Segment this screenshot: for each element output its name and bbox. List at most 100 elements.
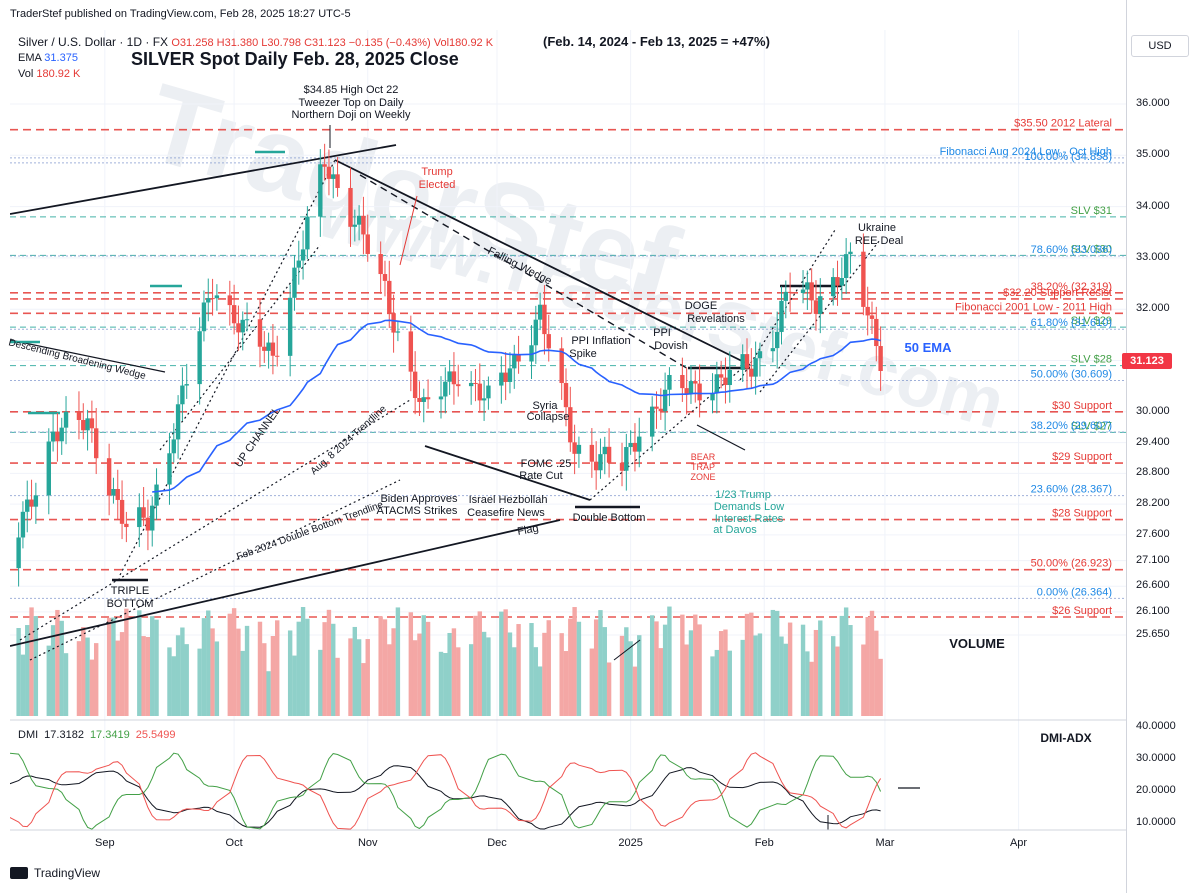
volume-bar <box>89 659 95 716</box>
dmi-header[interactable]: DMI 17.3182 17.3419 25.5499 <box>18 729 181 741</box>
candle-body <box>3 568 7 569</box>
candle-body <box>563 383 569 408</box>
volume-bar <box>348 638 353 716</box>
candle-body <box>843 254 849 279</box>
candle-body <box>137 507 142 528</box>
candle-body <box>507 368 513 382</box>
candle-body <box>331 174 336 179</box>
volume-bar <box>684 644 689 716</box>
volume-bar <box>119 632 125 716</box>
horizontal-levels: $37.50 2012 Lateral $35.50 2012 Lateral Fi… <box>10 118 1126 618</box>
volume-bar <box>693 614 698 716</box>
volume-bar <box>46 645 51 716</box>
footer[interactable]: TradingView <box>10 866 100 880</box>
candle-body <box>305 216 310 250</box>
candle-body <box>805 282 810 290</box>
last-price-tag: 31.123 <box>1122 353 1172 369</box>
candle-body <box>718 374 724 378</box>
volume-bar <box>154 619 159 716</box>
axes: Sep Oct Nov Dec 2025 Feb Mar Apr <box>10 719 1126 849</box>
symbol-line: Silver / U.S. Dollar · 1D · FX O31.258 H… <box>18 35 493 49</box>
candle-body <box>391 313 396 333</box>
volume-bar <box>391 628 396 716</box>
candle-body <box>779 300 784 332</box>
volume-bar <box>412 640 418 716</box>
ema-legend[interactable]: EMA 31.375 <box>18 52 78 64</box>
volume-bar <box>365 639 370 716</box>
ema-legend-value: 31.375 <box>44 52 78 64</box>
x-tick-label: Dec <box>487 837 507 849</box>
candle-body <box>425 397 431 400</box>
annotation-text: Tweezer Top on Daily <box>299 97 404 109</box>
annotation-text: at Davos <box>713 524 757 536</box>
volume-bar <box>481 631 487 716</box>
volume-bar <box>624 627 629 716</box>
dmi-line <box>10 752 882 830</box>
volume-bar <box>210 628 215 716</box>
price-axis[interactable] <box>1126 0 1195 893</box>
price-tick-label: 28.200 <box>1136 497 1170 510</box>
annotation-text: Interest Rates <box>715 513 784 525</box>
symbol-name[interactable]: Silver / U.S. Dollar · 1D · FX <box>18 35 169 49</box>
volume-bar <box>408 612 414 716</box>
volume-bar <box>451 628 457 716</box>
price-tick-label: 30.000 <box>1136 404 1170 417</box>
volume-bar <box>244 625 250 716</box>
candle-body <box>714 374 720 393</box>
candle-body <box>477 383 482 401</box>
annotation-text: Revelations <box>687 313 745 325</box>
candle-body <box>29 499 34 507</box>
volume-bar <box>184 644 189 716</box>
volume-bar <box>206 610 211 716</box>
candle-body <box>175 404 181 440</box>
candle-body <box>740 354 745 370</box>
volume-bar <box>654 621 659 716</box>
falling-wedge-line <box>359 174 691 371</box>
vol-legend[interactable]: Vol 180.92 K <box>18 68 80 80</box>
candle-body <box>201 302 207 332</box>
candle-body <box>296 260 301 268</box>
volume-bar <box>619 635 625 716</box>
currency-button[interactable]: USD <box>1131 35 1189 57</box>
annotation-text: Spike <box>569 348 597 360</box>
annotation-text: Double Bottom <box>573 512 646 524</box>
candle-body <box>598 454 603 471</box>
level-label: 50.00% (30.609) <box>1031 369 1112 381</box>
candle-body <box>171 439 176 454</box>
volume-bar <box>839 615 845 716</box>
upper-wedge-line <box>10 144 397 215</box>
candle-body <box>865 306 870 316</box>
candle-body <box>529 345 534 362</box>
annotation-text: UP CHANNEL <box>233 405 283 470</box>
candle-body <box>438 396 444 400</box>
candle-body <box>723 377 728 386</box>
dmi-tick-label: 20.0000 <box>1136 784 1176 796</box>
price-tick-label: 27.100 <box>1136 553 1170 566</box>
candle-body <box>206 298 211 303</box>
dmi-value: DMI <box>18 729 39 741</box>
volume-bar <box>680 614 685 716</box>
price-tick-label: 32.000 <box>1136 302 1170 315</box>
candle-body <box>537 304 543 320</box>
candle-body <box>352 224 357 227</box>
candle-body <box>361 215 366 235</box>
candle-body <box>63 411 69 428</box>
volume-bar <box>546 620 551 716</box>
broadening-wedge-line <box>10 339 166 373</box>
candle-body <box>800 289 806 294</box>
candle-body <box>486 385 491 399</box>
level-label: $30 Support <box>1052 400 1112 412</box>
bear-trap-line <box>696 424 746 451</box>
annotation-text: Flag <box>516 522 539 538</box>
annotation-text: 50 EMA <box>905 340 953 355</box>
level-label: 100.00% (34.853) <box>1025 151 1112 163</box>
candle-body <box>318 164 323 217</box>
ema-50-line <box>152 319 881 493</box>
price-tick-label: 26.100 <box>1136 604 1170 617</box>
candle-body <box>124 523 129 528</box>
performance-note: (Feb. 14, 2024 - Feb 13, 2025 = +47%) <box>543 34 770 49</box>
candle-body <box>602 446 607 455</box>
volume-bar <box>740 639 745 716</box>
volume-bar <box>115 640 120 716</box>
